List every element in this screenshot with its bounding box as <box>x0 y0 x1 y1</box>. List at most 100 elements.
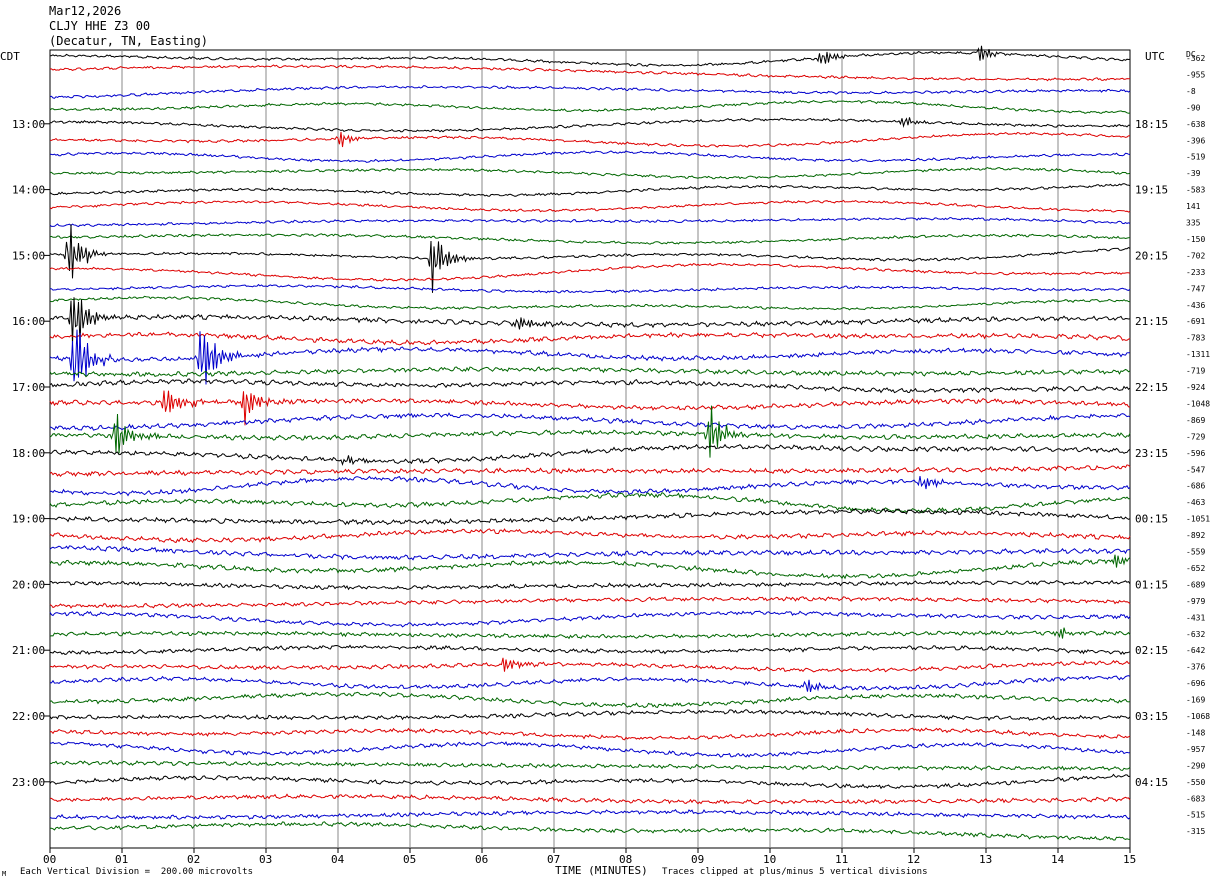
dc-offset-label: -719 <box>1186 367 1205 376</box>
clip-note: Traces clipped at plus/minus 5 vertical … <box>662 867 928 877</box>
trace-38 <box>49 675 1131 693</box>
scale-note: Each Vertical Division = 200.00 microvol… <box>20 867 253 877</box>
trace-27 <box>49 492 1130 514</box>
trace-36 <box>49 644 1131 655</box>
trace-22 <box>49 412 1131 431</box>
utc-hour-label: 00:15 <box>1135 513 1168 526</box>
dc-offset-label: -1048 <box>1186 399 1210 408</box>
x-tick-label: 04 <box>331 853 345 866</box>
x-tick-label: 08 <box>619 853 632 866</box>
utc-hour-label: 01:15 <box>1135 578 1168 591</box>
cdt-hour-label: 21:00 <box>12 644 45 657</box>
cdt-hour-label: 14:00 <box>12 184 45 197</box>
x-tick-label: 06 <box>475 853 488 866</box>
cdt-hour-label: 19:00 <box>12 513 45 526</box>
x-tick-label: 12 <box>907 853 920 866</box>
dc-offset-label: -315 <box>1186 827 1205 836</box>
cdt-hour-label: 18:00 <box>12 447 45 460</box>
x-tick-label: 13 <box>979 853 992 866</box>
trace-16 <box>49 297 1131 345</box>
trace-47 <box>50 821 1131 841</box>
trace-13 <box>49 262 1131 282</box>
dc-offset-label: -638 <box>1186 120 1205 129</box>
trace-21 <box>49 390 1131 426</box>
header-date: Mar12,2026 <box>49 4 122 18</box>
dc-offset-label: -150 <box>1186 235 1205 244</box>
trace-3 <box>49 99 1131 114</box>
dc-offset-label: -702 <box>1186 251 1205 260</box>
header-station: CLJY HHE Z3 00 <box>49 19 151 33</box>
trace-41 <box>49 727 1131 741</box>
seismogram-traces <box>49 45 1131 841</box>
cdt-hour-label: 23:00 <box>12 776 45 789</box>
dc-offset-label: -169 <box>1186 696 1205 705</box>
trace-29 <box>49 528 1131 544</box>
trace-1 <box>49 64 1131 82</box>
dc-offset-label: -696 <box>1186 679 1205 688</box>
dc-label: DC <box>1186 50 1196 59</box>
minute-grid: 00 01 02 03 04 05 06 07 08 09 10 11 12 13 14 15 <box>43 49 1136 866</box>
utc-label: UTC <box>1145 50 1165 63</box>
dc-offset-label: -550 <box>1186 778 1205 787</box>
trace-10 <box>49 216 1131 228</box>
x-tick-label: 02 <box>187 853 200 866</box>
dc-offset-label: -632 <box>1186 630 1205 639</box>
cdt-hour-label: 20:00 <box>12 578 45 591</box>
dc-offset-label: -431 <box>1186 613 1205 622</box>
dc-offset-label: -892 <box>1186 531 1205 540</box>
dc-offset-label: -1051 <box>1186 515 1210 524</box>
header-location: (Decatur, TN, Easting) <box>49 34 208 48</box>
x-tick-label: 14 <box>1051 853 1065 866</box>
dc-offset-label: -924 <box>1186 383 1205 392</box>
trace-24 <box>50 443 1131 467</box>
trace-6 <box>49 150 1131 163</box>
trace-26 <box>49 475 1131 497</box>
dc-offset-label: -652 <box>1186 564 1205 573</box>
trace-34 <box>49 610 1131 628</box>
trace-37 <box>49 657 1131 673</box>
trace-15 <box>49 295 1131 311</box>
trace-30 <box>49 545 1131 561</box>
trace-23 <box>49 405 1131 458</box>
dc-offset-label: -148 <box>1186 728 1205 737</box>
x-tick-label: 00 <box>43 853 56 866</box>
dc-offset-label: -583 <box>1186 186 1205 195</box>
dc-offset-label: -547 <box>1186 465 1205 474</box>
dc-offset-label: -362 <box>1186 54 1205 63</box>
dc-offset-label: -642 <box>1186 646 1205 655</box>
utc-hour-label: 23:15 <box>1135 447 1168 460</box>
x-tick-label: 03 <box>259 853 272 866</box>
trace-14 <box>49 283 1131 294</box>
x-axis-title: TIME (MINUTES) <box>555 864 648 877</box>
trace-18 <box>49 329 1130 385</box>
trace-45 <box>49 793 1131 805</box>
dc-offset-label: -729 <box>1186 432 1205 441</box>
dc-offset-label: -376 <box>1186 663 1205 672</box>
dc-offset-label: -869 <box>1186 416 1205 425</box>
x-tick-label: 10 <box>763 853 776 866</box>
dc-offset-label: -515 <box>1186 811 1205 820</box>
utc-hour-label: 04:15 <box>1135 776 1168 789</box>
corner-mark: M <box>2 870 7 878</box>
dc-offset-label: -596 <box>1186 449 1205 458</box>
trace-43 <box>49 760 1131 772</box>
dc-offset-label: -559 <box>1186 548 1205 557</box>
trace-11 <box>49 233 1131 245</box>
trace-42 <box>49 741 1131 758</box>
x-tick-label: 01 <box>115 853 128 866</box>
cdt-hour-label: 13:00 <box>12 118 45 131</box>
cdt-hour-label: 16:00 <box>12 315 45 328</box>
dc-offset-label: -90 <box>1186 103 1201 112</box>
dc-offset-label: -519 <box>1186 153 1205 162</box>
trace-44 <box>49 773 1131 790</box>
dc-offset-label: -1068 <box>1186 712 1210 721</box>
dc-offset-label: -233 <box>1186 268 1205 277</box>
axis-labels: CDT UTC DC TIME (MINUTES) -362 -955 -8 -90 -… <box>0 50 1210 877</box>
x-tick-label: 15 <box>1123 853 1136 866</box>
dc-offset-label: -691 <box>1186 317 1205 326</box>
trace-33 <box>49 596 1131 609</box>
dc-offset-label: -955 <box>1186 70 1205 79</box>
cdt-hour-label: 22:00 <box>12 710 45 723</box>
trace-39 <box>49 691 1131 708</box>
